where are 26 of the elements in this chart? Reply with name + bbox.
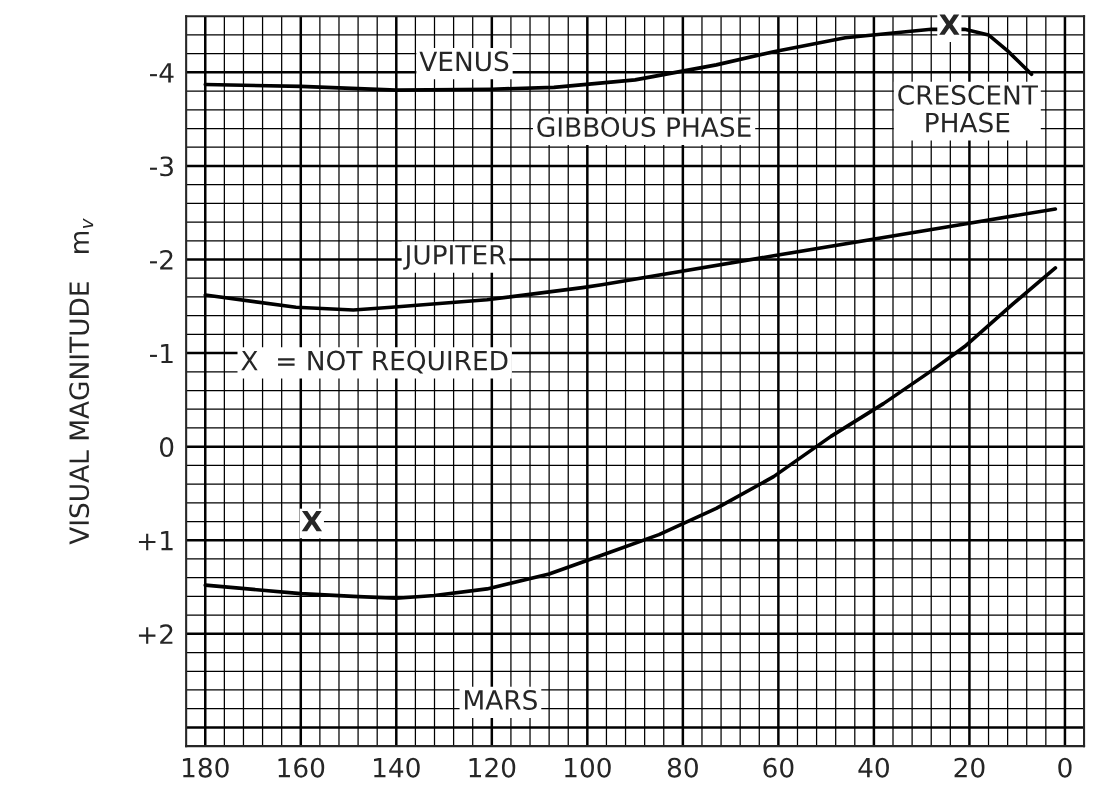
annotation: X — [301, 510, 323, 532]
annotation: GIBBOUS PHASE — [537, 117, 751, 138]
x-tick-label: 60 — [763, 757, 794, 778]
annotation: CRESCENT PHASE — [898, 85, 1038, 133]
x-tick-label: 160 — [278, 757, 325, 778]
y-axis-title: VISUAL MAGNITUDE m$_{v}$ — [69, 218, 94, 545]
x-tick-label: 20 — [954, 757, 985, 778]
y-tick-label: -4 — [150, 63, 174, 83]
y-tick-label: -1 — [150, 343, 173, 364]
y-tick-label: +2 — [138, 624, 173, 644]
x-tick-label: 40 — [858, 757, 889, 778]
x-tick-label: 180 — [182, 757, 229, 778]
x-tick-label: 100 — [565, 757, 611, 778]
x-tick-label: 80 — [667, 757, 698, 778]
annotation: X — [939, 14, 960, 35]
y-tick-label: +1 — [138, 531, 173, 551]
x-tick-label: 120 — [469, 757, 516, 778]
y-tick-label: -3 — [150, 156, 173, 177]
annotation: X = NOT REQUIRED — [241, 350, 508, 374]
y-tick-label: 0 — [159, 437, 174, 458]
annotation: JUPITER — [403, 245, 506, 270]
x-tick-label: 0 — [1058, 757, 1072, 778]
annotation: VENUS — [419, 51, 509, 72]
y-tick-label: -2 — [150, 249, 173, 270]
annotation: MARS — [465, 690, 537, 710]
x-tick-label: 140 — [374, 757, 420, 778]
